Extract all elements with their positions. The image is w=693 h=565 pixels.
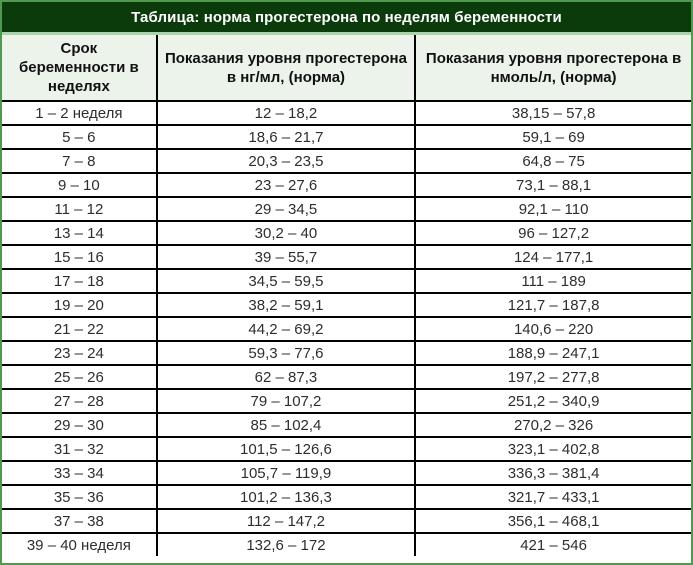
- table-cell: 111 – 189: [414, 268, 691, 294]
- table-cell: 5 – 6: [2, 124, 158, 150]
- table-cell: 37 – 38: [2, 508, 158, 534]
- table-cell: 73,1 – 88,1: [414, 172, 691, 198]
- table-row: 13 – 14 30,2 – 40 96 – 127,2: [2, 220, 691, 246]
- table-row: 9 – 10 23 – 27,6 73,1 – 88,1: [2, 172, 691, 198]
- table-cell: 20,3 – 23,5: [155, 148, 417, 174]
- table-row: 19 – 20 38,2 – 59,1 121,7 – 187,8: [2, 292, 691, 318]
- table-cell: 1 – 2 неделя: [2, 100, 158, 126]
- table-cell: 39 – 40 неделя: [2, 532, 158, 556]
- table-cell: 124 – 177,1: [414, 244, 691, 270]
- table-cell: 105,7 – 119,9: [155, 460, 417, 486]
- table-cell: 17 – 18: [2, 268, 158, 294]
- table-cell: 121,7 – 187,8: [414, 292, 691, 318]
- table-cell: 96 – 127,2: [414, 220, 691, 246]
- table-cell: 39 – 55,7: [155, 244, 417, 270]
- table-cell: 101,2 – 136,3: [155, 484, 417, 510]
- table-cell: 29 – 30: [2, 412, 158, 438]
- table-cell: 321,7 – 433,1: [414, 484, 691, 510]
- table-cell: 9 – 10: [2, 172, 158, 198]
- table-row: 33 – 34 105,7 – 119,9 336,3 – 381,4: [2, 460, 691, 486]
- header-cell-weeks: Срок беременности в неделях: [2, 35, 158, 102]
- table-row: 25 – 26 62 – 87,3 197,2 – 277,8: [2, 364, 691, 390]
- table-cell: 13 – 14: [2, 220, 158, 246]
- table-cell: 92,1 – 110: [414, 196, 691, 222]
- table-cell: 35 – 36: [2, 484, 158, 510]
- table-row: 35 – 36 101,2 – 136,3 321,7 – 433,1: [2, 484, 691, 510]
- table-header: Срок беременности в неделях Показания ур…: [2, 35, 691, 102]
- table-row: 29 – 30 85 – 102,4 270,2 – 326: [2, 412, 691, 438]
- header-cell-nmol-l: Показания уровня прогестерона в нмоль/л,…: [414, 35, 691, 102]
- header-row: Срок беременности в неделях Показания ур…: [2, 35, 691, 102]
- table-cell: 11 – 12: [2, 196, 158, 222]
- table-cell: 25 – 26: [2, 364, 158, 390]
- table-cell: 59,3 – 77,6: [155, 340, 417, 366]
- data-table: Срок беременности в неделях Показания ур…: [2, 35, 691, 556]
- table-row: 37 – 38 112 – 147,2 356,1 – 468,1: [2, 508, 691, 534]
- table-cell: 356,1 – 468,1: [414, 508, 691, 534]
- table-cell: 132,6 – 172: [155, 532, 417, 556]
- table-cell: 29 – 34,5: [155, 196, 417, 222]
- table-cell: 79 – 107,2: [155, 388, 417, 414]
- table-cell: 251,2 – 340,9: [414, 388, 691, 414]
- table-cell: 44,2 – 69,2: [155, 316, 417, 342]
- table-cell: 23 – 27,6: [155, 172, 417, 198]
- table-cell: 59,1 – 69: [414, 124, 691, 150]
- table-cell: 38,2 – 59,1: [155, 292, 417, 318]
- table-cell: 34,5 – 59,5: [155, 268, 417, 294]
- table-cell: 15 – 16: [2, 244, 158, 270]
- table-cell: 30,2 – 40: [155, 220, 417, 246]
- table-cell: 112 – 147,2: [155, 508, 417, 534]
- table-cell: 62 – 87,3: [155, 364, 417, 390]
- table-cell: 7 – 8: [2, 148, 158, 174]
- table-cell: 31 – 32: [2, 436, 158, 462]
- table-cell: 38,15 – 57,8: [414, 100, 691, 126]
- table-row: 5 – 6 18,6 – 21,7 59,1 – 69: [2, 124, 691, 150]
- table-cell: 188,9 – 247,1: [414, 340, 691, 366]
- table-row: 21 – 22 44,2 – 69,2 140,6 – 220: [2, 316, 691, 342]
- table-row: 1 – 2 неделя 12 – 18,2 38,15 – 57,8: [2, 100, 691, 126]
- header-cell-ng-ml: Показания уровня прогестерона в нг/мл, (…: [155, 35, 417, 102]
- table-row: 15 – 16 39 – 55,7 124 – 177,1: [2, 244, 691, 270]
- table-cell: 21 – 22: [2, 316, 158, 342]
- table-cell: 421 – 546: [414, 532, 691, 556]
- table-title: Таблица: норма прогестерона по неделям б…: [2, 2, 691, 35]
- table-cell: 64,8 – 75: [414, 148, 691, 174]
- table-cell: 336,3 – 381,4: [414, 460, 691, 486]
- table-cell: 18,6 – 21,7: [155, 124, 417, 150]
- table-row: 23 – 24 59,3 – 77,6 188,9 – 247,1: [2, 340, 691, 366]
- table-cell: 23 – 24: [2, 340, 158, 366]
- table-row: 31 – 32 101,5 – 126,6 323,1 – 402,8: [2, 436, 691, 462]
- table-cell: 19 – 20: [2, 292, 158, 318]
- table-row: 39 – 40 неделя 132,6 – 172 421 – 546: [2, 532, 691, 556]
- table-cell: 197,2 – 277,8: [414, 364, 691, 390]
- table-cell: 270,2 – 326: [414, 412, 691, 438]
- table-cell: 140,6 – 220: [414, 316, 691, 342]
- table-cell: 323,1 – 402,8: [414, 436, 691, 462]
- table-row: 17 – 18 34,5 – 59,5 111 – 189: [2, 268, 691, 294]
- table-row: 7 – 8 20,3 – 23,5 64,8 – 75: [2, 148, 691, 174]
- table-cell: 27 – 28: [2, 388, 158, 414]
- table-row: 11 – 12 29 – 34,5 92,1 – 110: [2, 196, 691, 222]
- table-cell: 85 – 102,4: [155, 412, 417, 438]
- table-body: 1 – 2 неделя 12 – 18,2 38,15 – 57,8 5 – 6 18…: [2, 100, 691, 556]
- table-cell: 33 – 34: [2, 460, 158, 486]
- table-row: 27 – 28 79 – 107,2 251,2 – 340,9: [2, 388, 691, 414]
- table-cell: 101,5 – 126,6: [155, 436, 417, 462]
- table-cell: 12 – 18,2: [155, 100, 417, 126]
